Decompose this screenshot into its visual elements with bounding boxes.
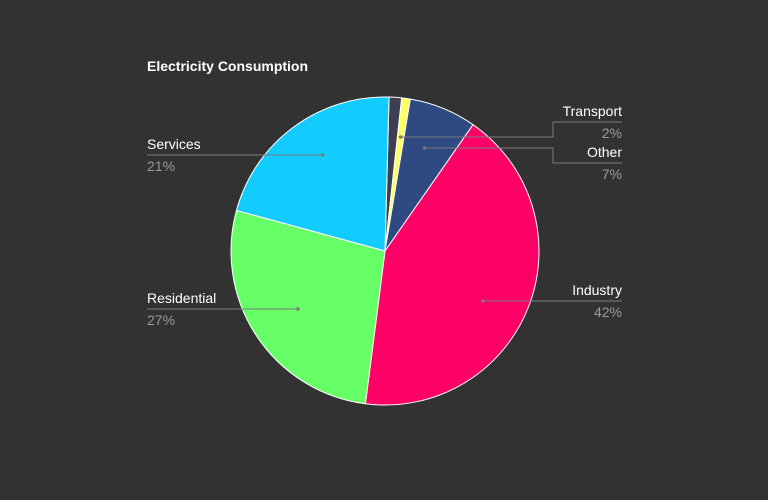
chart-title: Electricity Consumption xyxy=(147,58,308,74)
connector-dot-transport xyxy=(398,135,403,139)
slice-percent-other: 7% xyxy=(602,166,622,182)
slice-labels: Industry 42% Residential 27% Services 21% Tran… xyxy=(147,103,622,328)
connector-transport xyxy=(400,121,622,138)
pie-slices xyxy=(230,96,540,406)
pie-slice-industry xyxy=(364,123,540,406)
label-connectors xyxy=(147,121,622,311)
connector-dot-industry xyxy=(480,299,485,303)
connector-other xyxy=(424,147,622,164)
pie-slice-residential xyxy=(230,209,386,405)
slice-label-residential: Residential xyxy=(147,290,216,306)
slice-percent-residential: 27% xyxy=(147,312,175,328)
connector-dot-other xyxy=(422,146,427,150)
slice-label-services: Services xyxy=(147,136,201,152)
connector-dot-residential xyxy=(296,307,300,311)
slice-percent-transport: 2% xyxy=(602,125,622,141)
slice-percent-industry: 42% xyxy=(594,304,622,320)
pie-slice-services xyxy=(235,96,390,252)
slice-label-other: Other xyxy=(587,144,622,160)
connector-dot-services xyxy=(320,153,325,157)
slice-label-transport: Transport xyxy=(563,103,623,119)
slice-label-industry: Industry xyxy=(572,282,622,298)
slice-percent-services: 21% xyxy=(147,158,175,174)
